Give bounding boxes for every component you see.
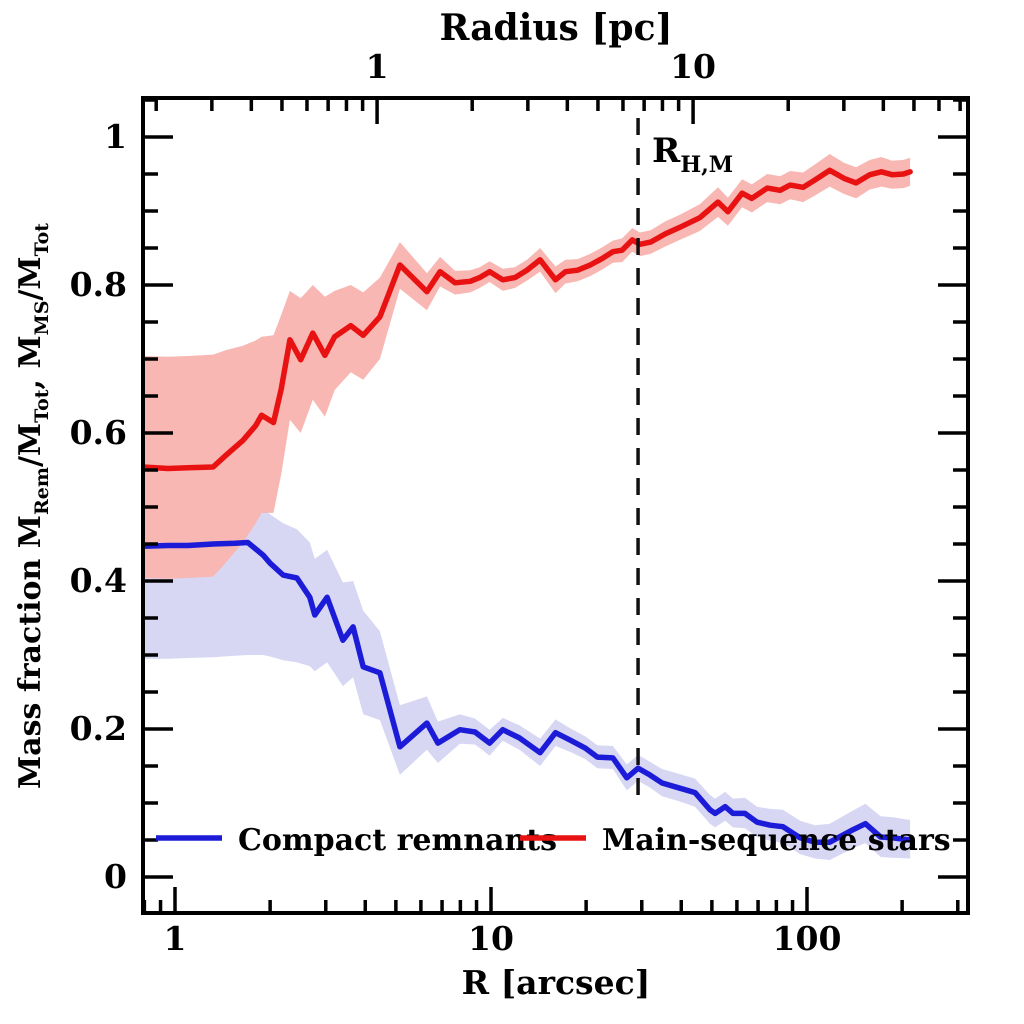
top-tick-label: 1 bbox=[366, 47, 389, 86]
y-tick-label: 0.2 bbox=[70, 709, 127, 748]
legend: Compact remnants Main-sequence stars bbox=[156, 823, 951, 858]
x-tick-label: 1 bbox=[164, 919, 187, 958]
top-axis-title: Radius [pc] bbox=[439, 7, 672, 49]
legend-label-compact-remnants: Compact remnants bbox=[238, 823, 557, 858]
compact-remnants-line bbox=[143, 539, 913, 845]
compact-remnants-uncertainty-band bbox=[143, 503, 911, 860]
main-sequence-stars-line bbox=[143, 167, 913, 472]
y-axis-ticks bbox=[143, 98, 968, 879]
x-axis-ticks bbox=[142, 887, 960, 913]
x-axis-title: R [arcsec] bbox=[462, 963, 651, 1002]
y-tick-label: 1 bbox=[104, 117, 127, 156]
y-tick-label: 0 bbox=[104, 857, 127, 896]
y-tick-label: 0.8 bbox=[70, 265, 127, 304]
x-tick-label: 100 bbox=[773, 919, 842, 958]
legend-label-main-sequence-stars: Main-sequence stars bbox=[602, 823, 951, 858]
top-tick-label: 10 bbox=[670, 47, 716, 86]
main-sequence-stars-uncertainty-band bbox=[143, 154, 911, 579]
half-mass-radius-label: RH,M bbox=[652, 131, 733, 178]
y-axis-title: Mass fraction MRem/MTot, MMS/MTot bbox=[13, 223, 53, 789]
y-tick-label: 0.4 bbox=[70, 561, 127, 600]
y-tick-label: 0.6 bbox=[70, 413, 127, 452]
x-tick-label: 10 bbox=[468, 919, 514, 958]
top-axis-ticks bbox=[154, 98, 962, 124]
